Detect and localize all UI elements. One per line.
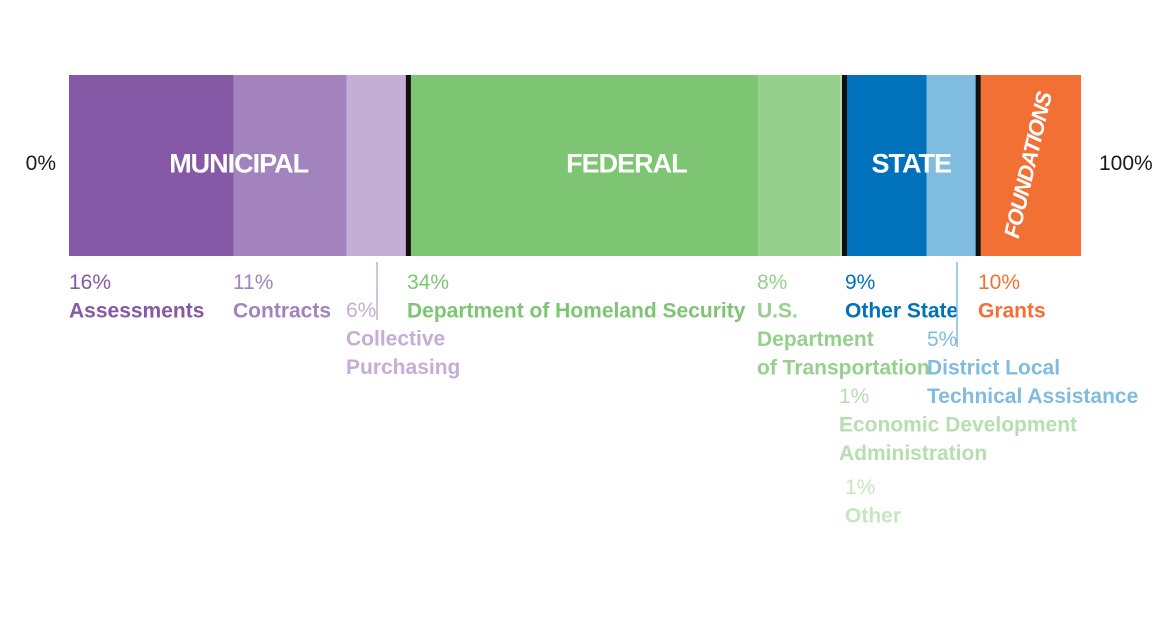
segment-percent-3: 34% [407, 271, 449, 294]
segment-percent-1: 11% [233, 271, 273, 294]
group-divider-1 [841, 75, 847, 256]
bar-segment-4 [758, 75, 841, 256]
segment-percent-5: 1% [839, 385, 869, 408]
segment-label-5: Economic Development Administration [839, 414, 1077, 466]
segment-percent-4: 8% [757, 271, 787, 294]
segment-label-6: Other [845, 505, 901, 528]
bar-segment-5 [840, 75, 843, 256]
segment-label-1: Contracts [233, 300, 331, 323]
segment-percent-7: 9% [845, 271, 875, 294]
bar-segment-2 [346, 75, 409, 256]
bar-segment-7 [844, 75, 927, 256]
segment-label-9: Grants [978, 300, 1046, 323]
segment-percent-9: 10% [978, 271, 1020, 294]
group-label-municipal: MUNICIPAL [169, 149, 308, 179]
bar-segment-1 [233, 75, 347, 256]
group-label-federal: FEDERAL [566, 149, 687, 179]
bar-segment-3 [408, 75, 759, 256]
segment-label-7: Other State [845, 300, 958, 323]
axis-min-label: 0% [26, 152, 56, 175]
segment-label-2: Collective Purchasing [346, 328, 460, 380]
segment-label-4: U.S. Department of Transportation [757, 300, 930, 380]
segment-label-8: District Local Technical Assistance [927, 357, 1138, 409]
segment-percent-2: 6% [346, 299, 376, 322]
group-label-state: STATE [872, 149, 952, 179]
group-divider-2 [975, 75, 981, 256]
group-divider-0 [405, 75, 411, 256]
segment-label-3: Department of Homeland Security [407, 300, 746, 323]
segment-percent-8: 5% [927, 328, 957, 351]
segment-percent-6: 1% [845, 476, 875, 499]
segment-percent-0: 16% [69, 271, 111, 294]
bar-segment-8 [926, 75, 979, 256]
axis-max-label: 100% [1099, 152, 1153, 175]
bar-segment-0 [69, 75, 234, 256]
bar-segment-9 [978, 75, 1081, 256]
segment-label-0: Assessments [69, 300, 204, 323]
